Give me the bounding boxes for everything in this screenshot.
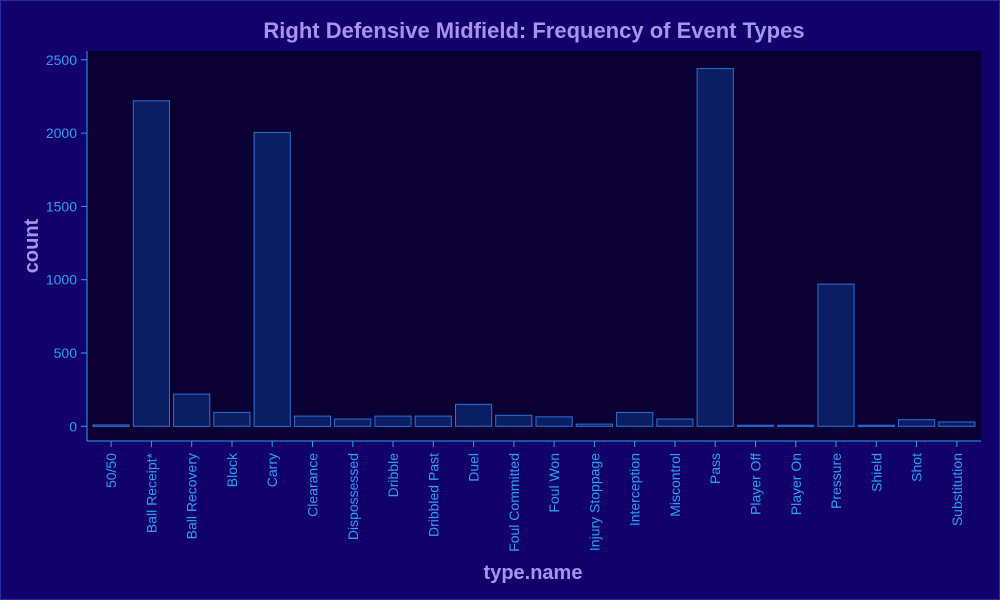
x-tick-label: Shot [909,453,925,482]
bar [777,424,815,427]
x-tick-label: Foul Won [546,453,562,513]
x-tick-label: Ball Receipt* [143,452,159,533]
x-tick-label: Dribbled Past [425,453,441,537]
x-tick-label: Miscontrol [667,453,683,517]
bar [495,414,533,427]
bar [575,423,613,427]
bar [898,419,936,427]
x-tick-label: Pass [707,453,723,484]
x-tick-label: Foul Committed [506,453,522,552]
bar [173,393,211,427]
x-axis-title: type.name [484,562,583,584]
x-tick-label: Ball Recovery [184,453,200,539]
bar [132,100,171,427]
x-tick-label: Shield [868,453,884,492]
bar [374,415,412,427]
x-tick-label: Injury Stoppage [586,453,602,551]
x-tick-label: Substitution [949,453,965,526]
bar [535,416,573,427]
y-ticks-group: 0 500 1000 1500 2000 2500 [46,52,87,434]
x-tick-label: Player On [788,453,804,515]
x-ticks-group: 50/50 Ball Receipt* Ball Recovery Block Carr… [103,441,965,552]
y-tick-label: 1000 [46,272,77,288]
x-tick-label: Dribble [385,453,401,498]
bar [696,68,734,427]
bars-group [92,68,976,427]
bar [817,283,855,427]
bar [253,131,291,427]
y-tick-label: 1500 [46,198,77,214]
x-tick-label: Interception [627,453,643,526]
bar [455,403,493,427]
bar [656,418,694,427]
bar [213,411,251,427]
y-tick-label: 0 [69,418,77,434]
x-tick-label: Dispossessed [345,453,361,540]
chart-title: Right Defensive Midfield: Frequency of E… [263,18,804,43]
x-tick-label: Player Off [748,453,764,515]
x-tick-label: Clearance [305,453,321,517]
bar [616,411,654,427]
bar [857,424,895,427]
bar [293,415,332,427]
y-axis-title: count [21,218,43,273]
x-tick-label: 50/50 [103,453,119,488]
x-tick-label: Duel [466,453,482,482]
x-tick-label: Pressure [828,453,844,509]
bar [92,424,130,427]
bar [938,421,976,427]
x-tick-label: Block [224,452,240,487]
y-tick-label: 2500 [46,52,77,68]
y-tick-label: 2000 [46,125,77,141]
x-tick-label: Carry [264,453,280,487]
bar [334,418,372,427]
y-tick-label: 500 [54,345,78,361]
bar [414,415,452,427]
bar [736,424,775,427]
